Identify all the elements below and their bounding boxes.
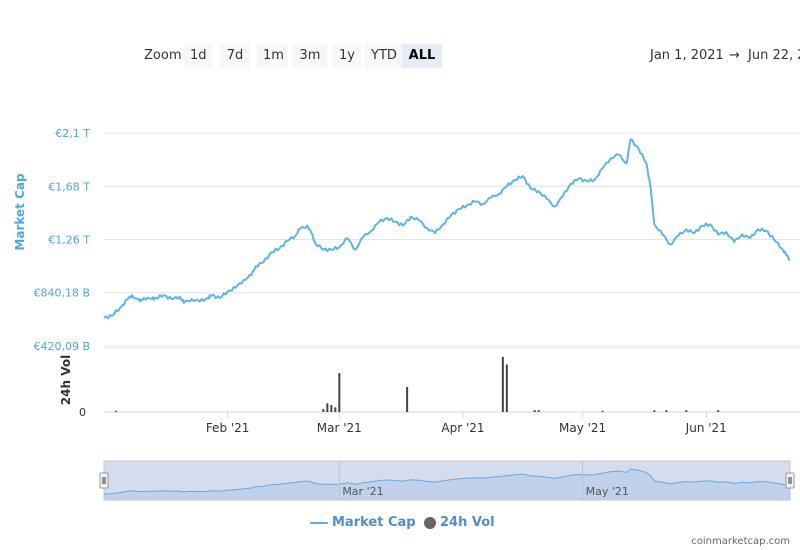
price-tick-label: €1,26 T	[48, 234, 90, 247]
time-tick-label: Mar '21	[317, 421, 362, 435]
volume-bar	[534, 410, 536, 412]
time-tick-label: Feb '21	[206, 421, 250, 435]
volume-axis-tick-0: 0	[79, 406, 86, 419]
price-tick-label: €2,1 T	[55, 127, 90, 140]
volume-series	[115, 357, 719, 412]
volume-bar	[330, 405, 332, 412]
legend-label-market-cap: Market Cap	[332, 515, 416, 530]
volume-bar	[502, 357, 504, 412]
volume-axis-label: 24h Vol	[59, 355, 73, 405]
handle-body	[100, 473, 108, 488]
volume-bar	[685, 410, 687, 412]
volume-panel	[104, 348, 800, 412]
time-tick-label: Jun '21	[685, 421, 727, 435]
market-cap-axis-label: Market Cap	[13, 173, 27, 251]
navigator[interactable]: Mar '21 May '21	[100, 461, 794, 500]
volume-bar	[406, 387, 408, 412]
volume-bar	[334, 407, 336, 412]
volume-bar	[602, 411, 604, 412]
volume-bar	[322, 409, 324, 412]
price-tick-label: €420,09 B	[33, 340, 90, 353]
volume-bar	[338, 373, 340, 412]
volume-bar	[506, 364, 508, 412]
legend-item-volume[interactable]: 24h Vol	[424, 515, 495, 530]
navigator-tick-label: May '21	[586, 485, 629, 498]
navigator-left-handle[interactable]	[100, 473, 108, 488]
chart-legend: Market Cap 24h Vol	[0, 515, 800, 533]
time-tick-label: Apr '21	[441, 421, 484, 435]
volume-bar	[717, 410, 719, 412]
handle-body	[786, 473, 794, 488]
volume-bar	[653, 410, 655, 412]
legend-label-volume: 24h Vol	[440, 515, 495, 530]
navigator-tick-label: Mar '21	[342, 485, 383, 498]
line-swatch-icon	[310, 518, 328, 528]
navigator-right-handle[interactable]	[786, 473, 794, 488]
volume-bar	[115, 411, 117, 412]
time-tick-label: May '21	[559, 421, 606, 435]
chart-gridlines	[104, 133, 800, 346]
legend-item-market-cap[interactable]: Market Cap	[310, 515, 416, 530]
price-axis-ticks: €420,09 B €840,18 B €1,26 T €1,68 T €2,1 T	[33, 127, 90, 353]
market-cap-line	[104, 139, 790, 318]
volume-bar	[538, 410, 540, 412]
credit-link[interactable]: coinmarketcap.com	[691, 536, 790, 547]
volume-bar	[326, 403, 328, 412]
time-axis-ticks: Feb '21 Mar '21 Apr '21 May '21 Jun '21	[206, 412, 727, 435]
market-cap-series	[104, 139, 790, 318]
price-tick-label: €1,68 T	[48, 180, 90, 193]
circle-swatch-icon	[424, 517, 436, 529]
volume-bar	[665, 410, 667, 412]
price-tick-label: €840,18 B	[33, 287, 90, 300]
